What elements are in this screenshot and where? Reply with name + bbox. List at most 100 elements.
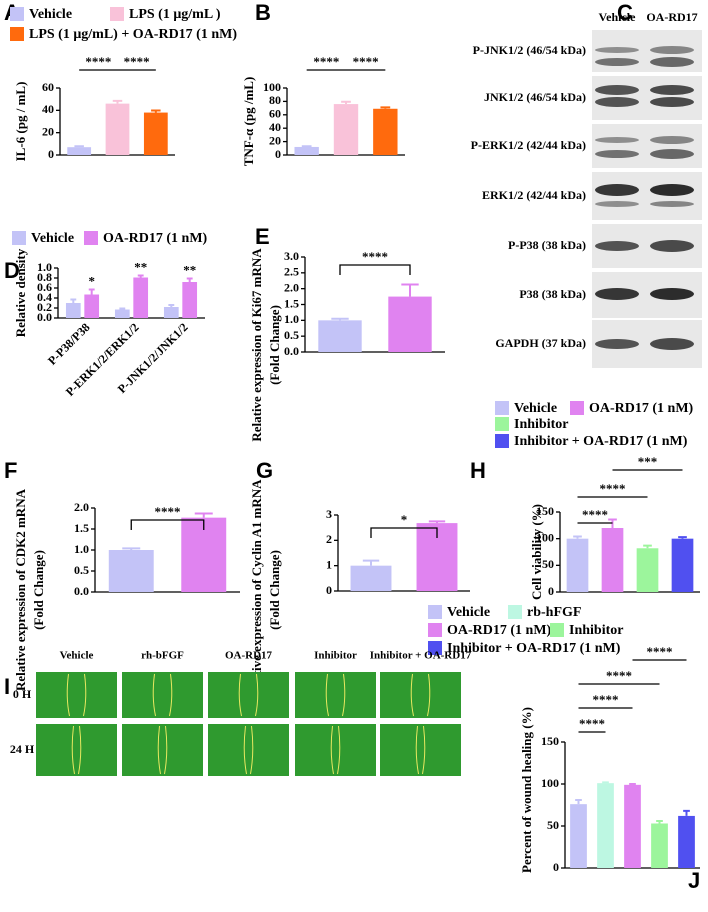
y-tick-label: 50 — [542, 557, 554, 571]
legend-label: LPS (1 μg/mL ) — [129, 7, 221, 22]
wound-image — [380, 724, 461, 776]
wound-image — [295, 672, 376, 718]
bar — [624, 784, 641, 868]
y-tick-label: 0.8 — [37, 270, 52, 284]
y-axis-label: (Fold Change) — [31, 550, 46, 630]
bar — [566, 538, 589, 592]
bar — [570, 804, 587, 868]
blot-column-label: Vehicle — [599, 10, 637, 24]
wound-column-label: OA-RD17 — [225, 650, 273, 662]
legend-swatch — [84, 231, 98, 245]
legend-label: Inhibitor + OA-RD17 (1 nM) — [514, 434, 688, 449]
y-tick-label: 0.0 — [74, 584, 89, 598]
significance-line — [130, 519, 205, 530]
blot-band — [595, 184, 639, 196]
legend-swatch — [428, 623, 442, 637]
error-bar — [137, 274, 144, 278]
error-bar — [602, 781, 609, 784]
blot-row-label: GAPDH (37 kDa) — [495, 336, 586, 350]
blot-band — [595, 85, 639, 95]
bar — [108, 550, 154, 592]
legend-swatch — [550, 623, 564, 637]
significance-label: **** — [353, 54, 379, 69]
y-tick-label: 0.0 — [37, 310, 52, 324]
y-axis-label: Cell viability (%) — [529, 504, 544, 600]
significance-label: *** — [638, 454, 658, 469]
blot-band — [650, 46, 694, 54]
blot-strip — [592, 172, 702, 220]
x-tick-label: P-P38/P38 — [45, 320, 93, 368]
bar — [678, 815, 695, 868]
legend-swatch — [570, 401, 584, 415]
blot-band — [650, 149, 694, 159]
y-axis-label: Relative expression of CDK2 mRNA — [13, 488, 28, 691]
legend-label: Vehicle — [514, 401, 557, 416]
wound-image — [36, 724, 117, 776]
y-tick-label: 1.0 — [74, 542, 89, 556]
error-bar — [112, 99, 123, 104]
wound-edge — [157, 725, 168, 775]
wound-row-label: 0 H — [13, 687, 32, 701]
legend-label: rb-hFGF — [527, 605, 581, 620]
error-bar — [362, 559, 380, 566]
bar — [182, 282, 198, 318]
y-tick-label: 100 — [536, 530, 554, 544]
y-axis-label: (Fold Change) — [267, 305, 282, 385]
wound-column-label: Inhibitor — [314, 650, 357, 662]
y-tick-label: 0.2 — [37, 300, 52, 314]
bar — [163, 307, 179, 318]
blot-band — [650, 57, 694, 67]
bar — [318, 320, 362, 352]
blot-band — [650, 136, 694, 144]
legend-swatch — [12, 231, 26, 245]
bar — [388, 296, 432, 352]
y-axis-label: Relative density — [13, 248, 28, 337]
error-bar — [678, 536, 687, 539]
y-axis-label: Relative expression of Cyclin A1 mRNA — [249, 479, 264, 701]
legend-swatch — [110, 7, 124, 21]
error-bar — [331, 317, 349, 321]
error-bar — [380, 106, 391, 109]
legend-swatch — [508, 605, 522, 619]
blot-row-label: ERK1/2 (42/44 kDa) — [482, 188, 586, 202]
significance-label: **** — [647, 644, 673, 659]
blot-band — [595, 97, 639, 107]
blot-band — [595, 339, 639, 349]
y-tick-label: 2.0 — [284, 280, 299, 294]
y-tick-label: 1.5 — [74, 521, 89, 535]
error-bar — [629, 783, 636, 785]
blot-strip — [592, 124, 702, 168]
bar — [67, 147, 92, 155]
y-tick-label: 40 — [269, 120, 281, 134]
y-tick-label: 0 — [275, 147, 281, 161]
legend-label: OA-RD17 (1 nM) — [447, 623, 552, 638]
error-bar — [301, 145, 312, 148]
y-tick-label: 2.0 — [74, 500, 89, 514]
panel-letter: E — [255, 224, 270, 249]
error-bar — [656, 819, 663, 824]
blot-band — [595, 150, 639, 158]
y-tick-label: 1 — [326, 557, 332, 571]
blot-band — [595, 58, 639, 66]
legend-swatch — [10, 7, 24, 21]
legend-swatch — [428, 641, 442, 655]
y-tick-label: 1.5 — [284, 296, 299, 310]
y-tick-label: 0.0 — [284, 344, 299, 358]
bar — [181, 517, 227, 592]
significance-label: **** — [313, 54, 339, 69]
error-bar — [643, 544, 652, 549]
error-bar — [119, 307, 126, 310]
panel-letter: F — [4, 458, 17, 483]
y-tick-label: 0 — [326, 583, 332, 597]
error-bar — [401, 283, 419, 297]
error-bar — [575, 798, 582, 805]
wound-image — [380, 672, 461, 718]
y-axis-label: TNF-α (pg /mL) — [241, 77, 256, 167]
significance-label: **** — [582, 507, 608, 522]
y-tick-label: 0 — [553, 860, 559, 874]
error-bar — [683, 809, 690, 816]
bar — [114, 309, 130, 318]
wound-image — [122, 672, 203, 718]
bar — [601, 528, 624, 592]
